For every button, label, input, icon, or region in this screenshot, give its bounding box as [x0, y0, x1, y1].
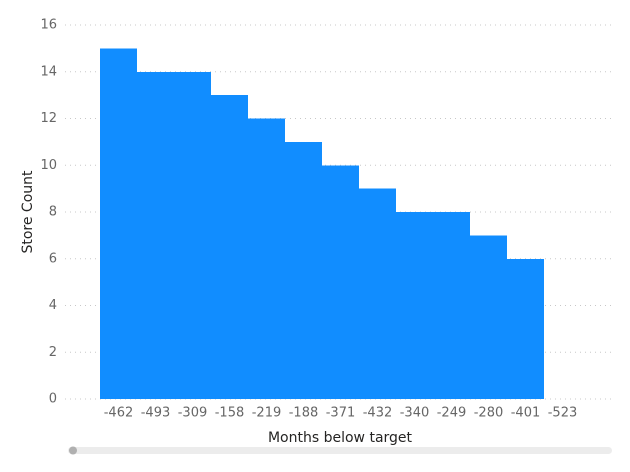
x-tick-label: -340 — [400, 406, 430, 421]
bar — [396, 212, 433, 399]
x-tick-label: -493 — [141, 406, 171, 421]
x-tick-label: -523 — [548, 406, 578, 421]
x-tick-label: -249 — [437, 406, 467, 421]
bar — [433, 212, 470, 399]
bar — [507, 258, 544, 399]
x-tick-label: -371 — [326, 406, 356, 421]
y-tick-label: 12 — [40, 111, 57, 126]
bar — [322, 165, 359, 399]
bar — [174, 71, 211, 399]
y-tick-label: 6 — [49, 251, 57, 266]
bar — [248, 118, 285, 399]
x-tick-label: -158 — [215, 406, 245, 421]
y-tick-label: 16 — [40, 18, 57, 33]
bar — [100, 48, 137, 399]
y-axis-title: Store Count — [20, 170, 36, 254]
x-tick-label: -432 — [363, 406, 393, 421]
y-tick-label: 8 — [49, 205, 57, 220]
y-tick-label: 2 — [49, 345, 57, 360]
y-tick-label: 4 — [49, 298, 57, 313]
bar — [470, 235, 507, 399]
x-axis-title: Months below target — [268, 430, 413, 446]
bar — [359, 188, 396, 399]
x-tick-label: -280 — [474, 406, 504, 421]
bar — [211, 95, 248, 399]
x-tick-label: -401 — [511, 406, 541, 421]
bar — [285, 141, 322, 399]
y-tick-label: 14 — [40, 64, 57, 79]
bar — [137, 71, 174, 399]
y-tick-label: 10 — [40, 158, 57, 173]
y-tick-label: 0 — [49, 392, 57, 407]
x-tick-label: -219 — [252, 406, 282, 421]
x-tick-label: -462 — [104, 406, 134, 421]
x-tick-label: -309 — [178, 406, 208, 421]
scrollbar-track[interactable] — [68, 447, 612, 454]
scrollbar-thumb[interactable] — [69, 446, 77, 455]
x-tick-label: -188 — [289, 406, 319, 421]
